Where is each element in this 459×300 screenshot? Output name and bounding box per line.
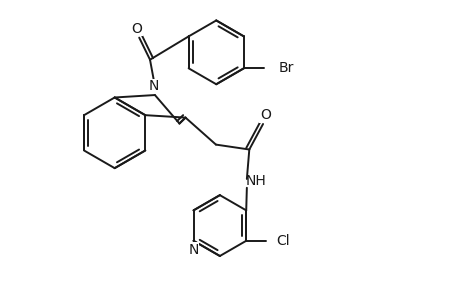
Text: O: O [131,22,142,36]
Text: O: O [259,108,270,122]
Text: Cl: Cl [276,234,290,248]
Text: N: N [148,79,159,93]
Text: N: N [188,243,198,256]
Text: NH: NH [245,174,265,188]
Text: Br: Br [278,61,293,75]
